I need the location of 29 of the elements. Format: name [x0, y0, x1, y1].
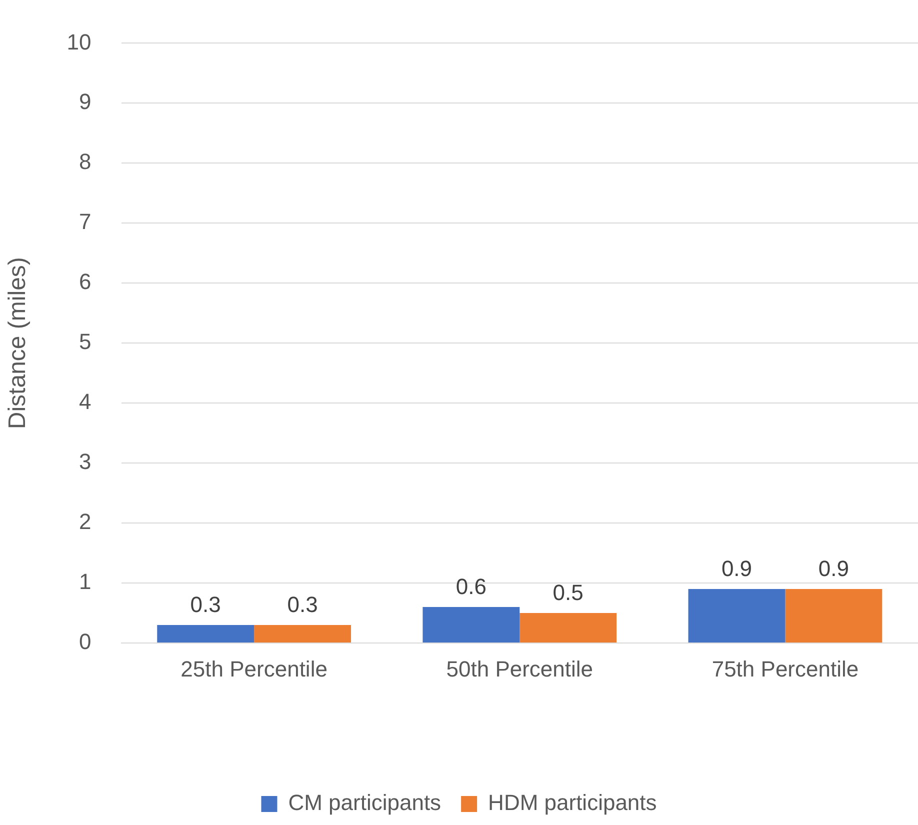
data-label: 0.9 — [721, 556, 752, 582]
bar — [785, 589, 882, 642]
y-tick-label: 10 — [66, 29, 92, 54]
bar — [422, 607, 520, 642]
y-axis-title: Distance (miles) — [4, 257, 32, 430]
x-tick-label: 25th Percentile — [180, 656, 328, 682]
y-tick-label: 4 — [79, 389, 92, 414]
y-tick-label: 0 — [79, 629, 92, 654]
data-label: 0.6 — [456, 574, 486, 600]
y-tick-label: 9 — [79, 89, 92, 114]
y-tick-label: 7 — [79, 209, 92, 234]
x-tick-label: 75th Percentile — [712, 656, 859, 682]
bar — [254, 625, 351, 642]
legend-label: HDM participants — [488, 790, 657, 816]
y-tick-label: 2 — [79, 509, 92, 534]
y-tick-label: 8 — [79, 149, 92, 174]
data-label: 0.5 — [552, 580, 584, 606]
y-tick-label: 3 — [79, 449, 92, 474]
y-tick-label: 5 — [79, 329, 92, 354]
data-label: 0.3 — [190, 592, 221, 618]
bar — [520, 613, 617, 642]
data-label: 0.9 — [818, 556, 849, 582]
y-tick-label: 6 — [79, 269, 92, 294]
bar — [157, 625, 254, 642]
legend-label: CM participants — [288, 790, 442, 816]
data-label: 0.3 — [287, 592, 318, 618]
x-tick-label: 50th Percentile — [446, 656, 594, 682]
bar — [688, 589, 786, 642]
y-tick-label: 1 — [79, 569, 92, 594]
